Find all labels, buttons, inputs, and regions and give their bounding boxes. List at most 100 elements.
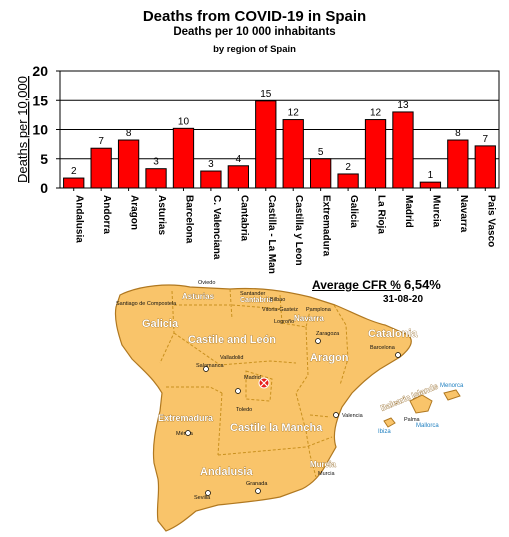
x-tick-label: Asturias [156,195,167,235]
x-tick-label: Andorra [101,195,112,234]
bar [63,177,85,189]
isle-label: Ibiza [378,429,391,435]
menorca-island [443,389,461,401]
spain-map: Galicia Asturias Cantabria Navarra Catal… [114,280,464,532]
map-city: Murcia [318,471,335,477]
map-city: Salamanca [196,363,224,369]
x-tick-label: La Rioja [376,195,387,234]
map-city: Valencia [342,413,364,419]
capital-markers [185,338,401,496]
chart-title: Deaths from COVID-19 in Spain [142,8,367,25]
map-city: Valladolid [220,355,243,361]
map-city: Santiago de Compostela [116,301,177,307]
data-label: 5 [318,147,324,158]
x-tick-label: Murcia [430,195,441,228]
map-city: Pamplona [306,307,332,313]
city-marker [235,388,241,394]
isle-label: Menorca [440,383,464,389]
data-label: 7 [98,136,104,147]
map-city: Bilbao [270,297,285,303]
y-axis-label: Deaths per 10,000 [15,76,30,183]
map-label: Galicia [142,318,179,330]
bar [364,119,387,189]
data-label: 12 [370,108,382,119]
bar [447,139,469,189]
city-marker [203,366,209,372]
bar [392,111,414,189]
x-tick-label: Castilla y Leon [293,195,304,266]
data-label: 7 [483,134,489,145]
data-label: 3 [153,157,159,168]
data-label: 8 [455,128,461,139]
map-label: Castile and León [188,334,276,346]
map-label: Cantabria [240,297,272,304]
map-city: Zaragoza [316,331,340,337]
city-marker [255,488,261,494]
city-marker [395,352,401,358]
map-city: Vitoria-Gasteiz [262,307,298,313]
map-label: Murcia [310,460,336,469]
bar [90,147,112,189]
y-tick-label: 5 [40,151,48,167]
y-tick-label: 10 [32,122,48,138]
ibiza-island [383,417,396,428]
x-tick-label: Castilla - La Man [266,195,277,274]
data-label: 12 [288,108,300,119]
data-label: 2 [345,162,351,173]
bar [310,158,332,189]
map-city: Santander [240,291,266,297]
x-tick-label: Barcelona [183,195,194,244]
city-marker [205,490,211,496]
x-tick-label: Navarra [458,195,469,233]
chart-subtitle-2: by region of Spain [213,44,296,55]
y-tick-label: 15 [32,92,48,108]
bar [255,100,277,189]
map-city-labels: Oviedo Santiago de Compostela Santander … [116,280,421,501]
map-city: Oviedo [198,280,215,286]
map-city: Palma [404,417,421,423]
bar [419,181,442,189]
city-marker [315,338,321,344]
map-city: Barcelona [370,345,396,351]
y-tick-label: 0 [40,180,48,196]
cfr-value: 6,54% [404,277,441,292]
iberia-outline [114,284,412,532]
x-tick-label: Aragon [129,195,140,230]
y-tick-label: 20 [32,63,48,79]
bar [474,145,496,189]
mallorca-island [409,394,433,414]
cfr-label: Average CFR % [312,278,401,292]
city-marker [333,412,339,418]
map-label: Balearic Islands [379,381,439,412]
x-tick-label: Cantabria [238,195,249,242]
data-label: 8 [126,128,132,139]
x-tick-label: C. Valenciana [211,195,222,260]
isle-labels: Menorca Mallorca Ibiza [378,383,464,435]
bar [337,173,359,189]
data-label: 4 [236,154,242,165]
data-label: 3 [208,159,214,170]
map-landmass [114,284,461,532]
map-label: Navarra [294,314,324,323]
bar [172,127,195,189]
data-label: 13 [397,100,409,111]
data-label: 1 [428,170,434,181]
x-tick-label: Extremadura [321,195,332,257]
x-tick-label: Madrid [403,195,414,228]
x-tick-label: Galicia [348,195,359,228]
map-label: Asturias [182,292,215,301]
map-label: Extremadura [158,413,214,423]
data-label: 10 [178,116,190,127]
map-label: Catalonia [368,328,418,340]
date-label: 31-08-20 [383,294,424,305]
map-city: Granada [246,481,268,487]
map-city: Toledo [236,407,252,413]
map-label: Castile la Mancha [230,422,323,434]
map-city: Logroño [274,319,294,325]
city-marker [185,430,191,436]
x-tick-label: Andalusia [74,195,85,243]
x-tick-label: Pais Vasco [485,195,496,247]
chart-subtitle: Deaths per 10 000 inhabitants [173,26,336,38]
map-city: Sevilla [194,495,211,501]
region-borders [159,288,349,478]
